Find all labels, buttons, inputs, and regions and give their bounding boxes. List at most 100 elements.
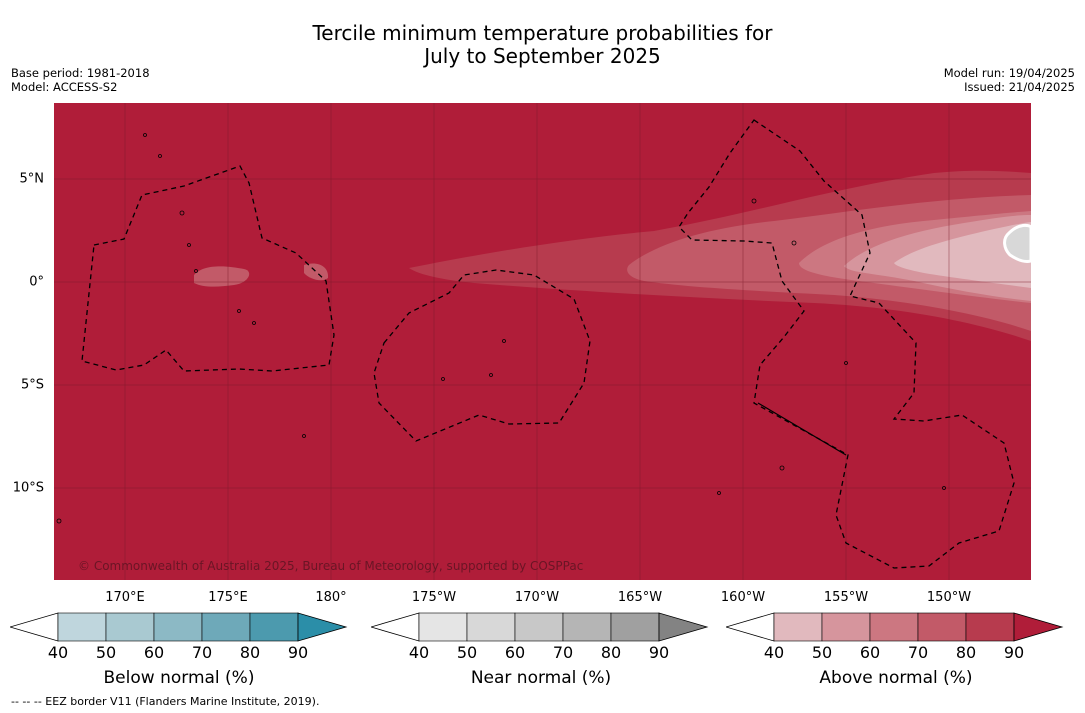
colorbar-above-tick: 80 (955, 643, 977, 662)
model-name: Model: ACCESS-S2 (11, 80, 118, 94)
colorbar-below (10, 612, 348, 642)
colorbar-below-high-extension (297, 612, 348, 642)
colorbar-below-tick: 50 (95, 643, 117, 662)
lat-label-0: 0° (29, 274, 44, 290)
island (237, 309, 241, 313)
lon-label-170e: 170°E (105, 590, 145, 605)
graticule (54, 103, 1031, 580)
island (779, 465, 785, 471)
lon-label-160w: 160°W (720, 590, 766, 605)
colorbar-below-tick: 90 (287, 643, 309, 662)
colorbar-above-tick: 90 (1003, 643, 1025, 662)
island (252, 321, 256, 325)
island (844, 361, 848, 365)
colorbar-above-title: Above normal (%) (819, 668, 973, 688)
island (143, 133, 147, 137)
colorbar-below-tick: 80 (239, 643, 261, 662)
band-near-normal-core (1003, 223, 1031, 263)
meta-right: Model run: 19/04/2025 Issued: 21/04/2025 (944, 66, 1075, 94)
meta-left: Base period: 1981-2018 Model: ACCESS-S2 (11, 66, 150, 94)
base-period: Base period: 1981-2018 (11, 66, 150, 80)
forecast-map (54, 103, 1031, 580)
lon-label-165w: 165°W (617, 590, 663, 605)
title-line-1: Tercile minimum temperature probabilitie… (312, 21, 773, 45)
colorbar-below-tick: 40 (47, 643, 69, 662)
island (194, 269, 198, 273)
copyright-notice: © Commonwealth of Australia 2025, Bureau… (78, 559, 584, 573)
band-near-normal (894, 222, 1031, 288)
colorbar-above-segment (821, 612, 871, 642)
boundary-solid (757, 402, 847, 456)
colorbar-above-tick: 40 (763, 643, 785, 662)
band-small-west-2 (304, 263, 329, 281)
lon-label-175w: 175°W (411, 590, 457, 605)
lat-label-5s: 5°S (20, 377, 44, 393)
lat-label-10s: 10°S (12, 480, 44, 496)
colorbar-near-high-extension (658, 612, 709, 642)
lon-label-150w: 150°W (926, 590, 972, 605)
island (791, 240, 797, 246)
colorbar-near-tick: 50 (456, 643, 478, 662)
colorbar-below-segment (153, 612, 203, 642)
colorbar-near-segment (562, 612, 612, 642)
colorbar-near-tick: 90 (648, 643, 670, 662)
islands (56, 133, 946, 524)
colorbar-near-low-extension (371, 612, 420, 642)
eez-kiribati-gilbert (81, 165, 335, 372)
colorbar-near-title: Near normal (%) (470, 668, 612, 688)
colorbar-near-segment (514, 612, 564, 642)
map-title: Tercile minimum temperature probabilitie… (0, 22, 1085, 68)
colorbar-above-tick: 50 (811, 643, 833, 662)
map-background (54, 103, 1031, 580)
island (942, 486, 946, 490)
island (751, 198, 757, 204)
issued-date: Issued: 21/04/2025 (964, 80, 1075, 94)
island (179, 210, 185, 216)
colorbar-above-segment (869, 612, 919, 642)
lon-label-180: 180° (315, 590, 347, 605)
lat-label-5n: 5°N (19, 171, 45, 187)
colorbar-near-segment (466, 612, 516, 642)
colorbar-above-low-extension (726, 612, 775, 642)
lon-label-175e: 175°E (208, 590, 248, 605)
island (502, 339, 506, 343)
eez-kiribati-phoenix (373, 269, 591, 442)
lon-label-155w: 155°W (823, 590, 869, 605)
colorbar-above-segment (773, 612, 823, 642)
colorbar-above-segments (726, 612, 1064, 642)
island (441, 377, 445, 381)
eez-kiribati-line (678, 119, 1015, 569)
title-line-2: July to September 2025 (424, 44, 661, 68)
colorbar-near-tick: 40 (408, 643, 430, 662)
island (187, 243, 191, 247)
colorbar-below-segment (201, 612, 251, 642)
island (302, 434, 306, 438)
colorbar-above-segment (917, 612, 967, 642)
band-small-west (194, 266, 250, 287)
colorbar-above-tick: 60 (859, 643, 881, 662)
colorbar-near-tick: 80 (600, 643, 622, 662)
colorbar-below-segment (105, 612, 155, 642)
colorbar-near-segment (418, 612, 468, 642)
colorbar-below-segments (10, 612, 348, 642)
eez-borders (81, 119, 1015, 569)
colorbar-above-tick: 70 (907, 643, 929, 662)
colorbar-near (371, 612, 709, 642)
island (158, 154, 162, 158)
colorbar-near-segment (610, 612, 660, 642)
colorbar-above-high-extension (1013, 612, 1064, 642)
colorbar-below-segment (249, 612, 299, 642)
island (56, 518, 62, 524)
lon-label-170w: 170°W (514, 590, 560, 605)
model-run: Model run: 19/04/2025 (943, 66, 1075, 80)
colorbar-near-tick: 60 (504, 643, 526, 662)
eez-footnote: -- -- -- EEZ border V11 (Flanders Marine… (11, 695, 320, 708)
colorbar-below-segment (57, 612, 107, 642)
colorbar-below-low-extension (10, 612, 59, 642)
colorbar-above (726, 612, 1064, 642)
colorbar-below-title: Below normal (%) (103, 668, 255, 688)
colorbar-below-tick: 60 (143, 643, 165, 662)
colorbar-near-tick: 70 (552, 643, 574, 662)
colorbar-near-segments (371, 612, 709, 642)
colorbar-above-segment (965, 612, 1015, 642)
